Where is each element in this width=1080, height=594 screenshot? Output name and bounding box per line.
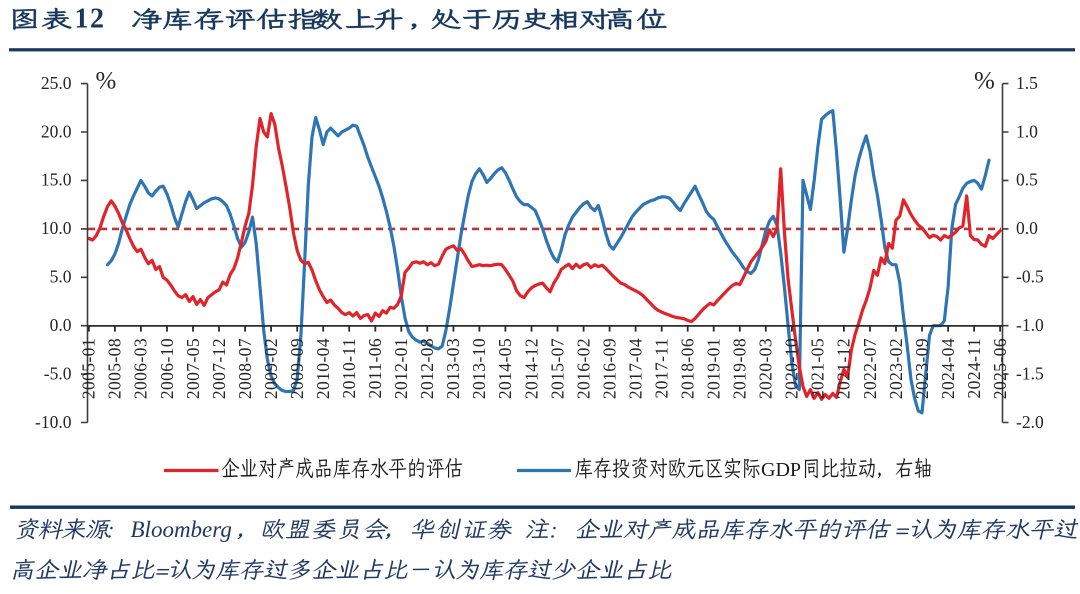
svg-text:2015-07: 2015-07 bbox=[547, 338, 567, 399]
svg-text:2011-06: 2011-06 bbox=[365, 338, 385, 398]
svg-text:GDP: GDP bbox=[761, 459, 801, 481]
svg-text:2014-05: 2014-05 bbox=[495, 338, 515, 399]
svg-text:2013-10: 2013-10 bbox=[469, 338, 489, 399]
svg-text:2005-01: 2005-01 bbox=[79, 338, 99, 399]
svg-text:25.0: 25.0 bbox=[41, 73, 72, 93]
svg-text:2019-08: 2019-08 bbox=[730, 338, 750, 399]
svg-text:0.5: 0.5 bbox=[1016, 170, 1038, 190]
svg-text:2024-11: 2024-11 bbox=[964, 338, 984, 398]
svg-text:-1.0: -1.0 bbox=[1016, 315, 1044, 335]
svg-text:2014-12: 2014-12 bbox=[521, 338, 541, 399]
svg-text:%: % bbox=[96, 68, 117, 95]
svg-text:2023-02: 2023-02 bbox=[886, 338, 906, 399]
svg-text:-10.0: -10.0 bbox=[35, 412, 72, 432]
svg-text:-1.5: -1.5 bbox=[1016, 363, 1044, 383]
svg-text:2018-06: 2018-06 bbox=[678, 338, 698, 399]
svg-text:2012-01: 2012-01 bbox=[391, 338, 411, 399]
svg-text:5.0: 5.0 bbox=[50, 267, 72, 287]
svg-text:-0.5: -0.5 bbox=[1016, 267, 1044, 287]
svg-text:2021-12: 2021-12 bbox=[834, 338, 854, 399]
svg-text:2016-09: 2016-09 bbox=[599, 338, 619, 399]
svg-text:2006-10: 2006-10 bbox=[157, 338, 177, 399]
svg-text:10.0: 10.0 bbox=[41, 218, 72, 238]
svg-text:2013-03: 2013-03 bbox=[443, 338, 463, 399]
svg-text:%: % bbox=[974, 68, 995, 95]
svg-text:2019-01: 2019-01 bbox=[704, 338, 724, 399]
svg-text:2025-06: 2025-06 bbox=[990, 338, 1010, 399]
svg-text:0.0: 0.0 bbox=[50, 315, 72, 335]
svg-text:Bloomberg: Bloomberg bbox=[131, 517, 232, 542]
svg-text:0.0: 0.0 bbox=[1016, 218, 1038, 238]
svg-text:12: 12 bbox=[75, 3, 106, 34]
svg-text:2005-08: 2005-08 bbox=[105, 338, 125, 399]
svg-text:-5.0: -5.0 bbox=[44, 363, 72, 383]
svg-text:2012-08: 2012-08 bbox=[417, 338, 437, 399]
svg-text:1.5: 1.5 bbox=[1016, 73, 1038, 93]
svg-text:2006-03: 2006-03 bbox=[131, 338, 151, 399]
svg-text:15.0: 15.0 bbox=[41, 170, 72, 190]
svg-text:2009-09: 2009-09 bbox=[287, 338, 307, 399]
svg-text:2017-04: 2017-04 bbox=[625, 338, 645, 399]
svg-text:1.0: 1.0 bbox=[1016, 121, 1038, 141]
svg-text:2022-07: 2022-07 bbox=[860, 338, 880, 399]
svg-text:20.0: 20.0 bbox=[41, 121, 72, 141]
svg-text:2007-12: 2007-12 bbox=[209, 338, 229, 399]
svg-text:2024-04: 2024-04 bbox=[938, 338, 958, 399]
svg-text:2010-11: 2010-11 bbox=[339, 338, 359, 398]
svg-text:2016-02: 2016-02 bbox=[573, 338, 593, 399]
svg-text:2023-09: 2023-09 bbox=[912, 338, 932, 399]
svg-text:-2.0: -2.0 bbox=[1016, 412, 1044, 432]
svg-text:2010-04: 2010-04 bbox=[313, 338, 333, 399]
svg-text:2017-11: 2017-11 bbox=[652, 338, 672, 398]
svg-text:2009-02: 2009-02 bbox=[261, 338, 281, 399]
svg-text:2020-03: 2020-03 bbox=[756, 338, 776, 399]
svg-text:2008-07: 2008-07 bbox=[235, 338, 255, 399]
svg-text:2021-05: 2021-05 bbox=[808, 338, 828, 399]
svg-text:2020-10: 2020-10 bbox=[782, 338, 802, 399]
svg-text:2007-05: 2007-05 bbox=[183, 338, 203, 399]
